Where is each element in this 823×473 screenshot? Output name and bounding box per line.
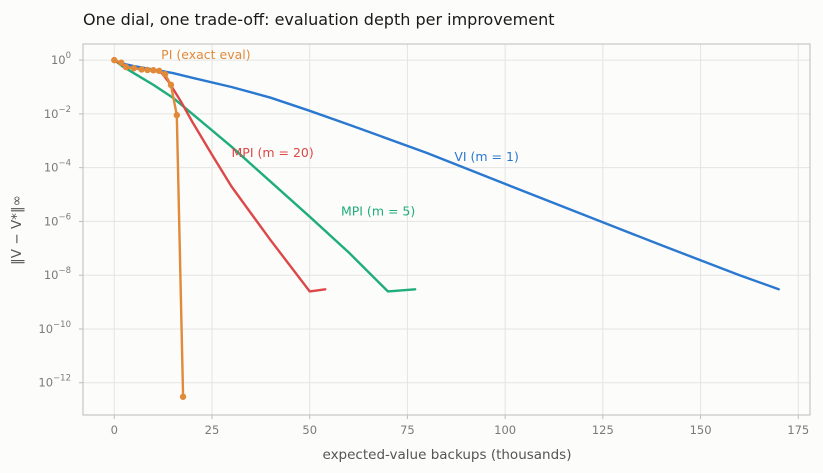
x-tick-label: 25 [205,423,220,437]
x-tick-label: 50 [302,423,317,437]
y-tick-label: 10−12 [38,374,71,390]
x-tick-label: 125 [592,423,614,437]
data-point [179,393,187,400]
series-line-vi-m-1 [113,58,780,291]
series-labels: PI (exact eval) VI (m = 1) MPI (m = 20) MPI… [161,47,519,219]
data-point [138,66,145,73]
y-tick-label: 10−6 [44,212,71,228]
series-lines [111,56,780,400]
y-tick-label: 10−8 [44,266,71,282]
x-axis-label: expected-value backups (thousands) [323,447,572,463]
data-point [150,67,157,74]
data-point [144,66,151,74]
grid [83,44,810,415]
series-label-mpi-m-5: MPI (m = 5) [341,204,415,219]
series-line-mpi-m-20 [113,58,327,293]
x-tick-label: 75 [400,423,415,437]
series-label-pi-exact-eval: PI (exact eval) [161,47,250,62]
series-line-pi-exact-eval [113,58,185,398]
series-label-mpi-m-20: MPI (m = 20) [232,145,314,160]
data-point [130,65,138,72]
y-tick-label: 10−2 [44,105,71,121]
data-point [111,56,118,64]
series-line-mpi-m-5 [113,58,417,293]
y-tick-label: 10−4 [44,159,71,175]
chart-title: One dial, one trade-off: evaluation dept… [83,10,554,29]
data-point [173,111,181,119]
x-tick-label: 175 [787,423,809,437]
series-label-vi-m-1: VI (m = 1) [454,149,519,164]
x-tick-label: 150 [690,423,712,437]
data-point [161,70,169,78]
data-point [167,81,175,89]
data-point [156,67,163,75]
y-axis: 100 10−2 10−4 10−6 10−8 10−10 10−12 [38,51,83,390]
y-tick-label: 100 [51,51,71,67]
plot-area [82,43,811,416]
data-point [122,63,130,71]
x-tick-label: 100 [494,423,516,437]
y-tick-label: 10−10 [38,320,71,336]
data-point [118,59,125,66]
x-axis: 0 25 50 75 100 125 150 175 [111,415,809,437]
y-axis-label: ‖V − V*‖∞ [9,195,25,265]
x-tick-label: 0 [111,423,118,437]
